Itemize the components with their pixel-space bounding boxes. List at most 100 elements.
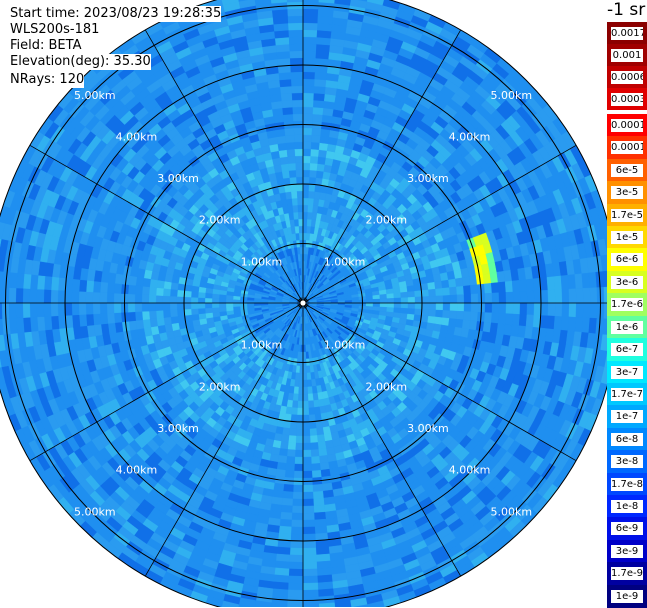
ppi-range-bin (470, 285, 478, 295)
ppi-range-bin (506, 303, 513, 314)
ppi-range-bin (303, 562, 317, 569)
ppi-range-bin (408, 297, 415, 303)
ppi-range-bin (297, 415, 303, 422)
ppi-range-bin (303, 534, 316, 541)
ppi-range-bin (576, 303, 583, 318)
ppi-range-bin (562, 303, 569, 317)
ppi-range-bin (177, 296, 184, 303)
ppi-range-bin (100, 292, 107, 303)
ppi-range-bin (114, 313, 122, 323)
ppi-range-bin (199, 313, 207, 319)
ppi-range-bin (303, 37, 317, 44)
ppi-range-bin (288, 576, 303, 583)
ppi-range-bin (9, 288, 16, 303)
ppi-range-bin (456, 286, 464, 295)
ppi-range-bin (283, 484, 293, 492)
ppi-range-bin (547, 277, 555, 291)
ppi-range-bin (464, 294, 471, 303)
ppi-range-bin (308, 401, 314, 408)
ppi-range-bin (569, 289, 576, 303)
ppi-range-bin (171, 282, 179, 290)
ppi-range-bin (30, 274, 38, 289)
ppi-range-bin (317, 23, 332, 31)
ppi-range-bin (191, 309, 199, 315)
ppi-range-bin (142, 295, 149, 303)
ppi-range-bin (303, 219, 307, 226)
ppi-range-bin (319, 455, 328, 463)
ppi-range-bin (457, 295, 464, 303)
ppi-range-bin (313, 491, 324, 499)
ppi-range-bin (373, 295, 380, 299)
ppi-range-bin (294, 464, 303, 471)
ppi-range-bin (303, 170, 310, 177)
ppi-range-bin (65, 291, 72, 304)
ppi-range-bin (280, 441, 288, 449)
ppi-range-bin (142, 286, 150, 295)
ppi-range-bin (157, 318, 165, 326)
ppi-range-bin (435, 310, 443, 318)
ppi-range-bin (143, 278, 151, 287)
ppi-range-bin (44, 289, 51, 303)
ppi-range-bin (309, 184, 316, 192)
ppi-range-bin (142, 311, 150, 320)
ppi-range-bin (288, 590, 303, 597)
ppi-range-bin (135, 285, 143, 294)
ppi-range-bin (303, 51, 316, 58)
ppi-range-bin (527, 303, 534, 315)
ppi-range-bin (505, 314, 513, 325)
ppi-range-bin (177, 309, 185, 316)
ppi-range-bin (470, 312, 478, 322)
ppi-range-bin (443, 303, 450, 311)
ppi-range-bin (303, 513, 314, 520)
ppi-range-bin (184, 303, 191, 309)
ppi-range-bin (205, 308, 212, 314)
ppi-range-bin (303, 499, 314, 506)
ppi-range-bin (303, 464, 312, 471)
ppi-range-bin (401, 308, 408, 314)
ppi-range-bin (100, 282, 108, 293)
ppi-range-bin (455, 278, 463, 287)
ppi-range-bin (280, 519, 292, 527)
ppi-range-bin (233, 303, 240, 307)
ppi-range-bin (37, 317, 45, 331)
ppi-range-bin (303, 212, 308, 219)
ppi-range-bin (317, 164, 325, 172)
ppi-range-bin (156, 310, 164, 318)
ppi-range-bin (299, 366, 303, 373)
ppi-range-bin (462, 320, 470, 330)
ppi-range-bin (316, 554, 330, 562)
ppi-range-bin (279, 448, 288, 456)
ppi-range-bin (401, 298, 408, 304)
ppi-range-bin (289, 569, 303, 576)
ppi-range-bin (562, 289, 569, 303)
ppi-range-bin (72, 303, 79, 315)
ppi-range-bin (455, 319, 463, 328)
ppi-range-bin (303, 23, 318, 30)
ppi-range-bin (313, 484, 323, 492)
ppi-range-bin (143, 319, 151, 328)
ppi-range-bin (520, 303, 527, 315)
ppi-range-bin (316, 421, 323, 429)
ppi-range-bin (16, 303, 23, 318)
ppi-range-bin (435, 317, 443, 325)
ppi-range-bin (311, 449, 319, 457)
ppi-range-bin (317, 568, 332, 576)
ppi-range-bin (485, 293, 492, 303)
ppi-range-bin (292, 499, 303, 506)
ppi-range-bin (314, 519, 326, 527)
ppi-range-bin (316, 540, 329, 548)
ppi-range-bin (198, 303, 205, 309)
ppi-range-bin (289, 562, 303, 569)
ppi-range-bin (163, 288, 171, 296)
ppi-range-bin (290, 541, 303, 548)
ppi-range-bin (177, 290, 185, 297)
ppi-range-bin (499, 303, 506, 314)
ppi-range-bin (303, 471, 312, 478)
ppi-range-bin (177, 303, 184, 310)
ppi-range-bin (233, 299, 240, 303)
ppi-range-bin (226, 299, 233, 303)
ppi-range-bin (285, 470, 295, 478)
ppi-range-bin (212, 312, 220, 318)
ppi-range-bin (576, 288, 583, 303)
ppi-range-bin (309, 177, 316, 185)
